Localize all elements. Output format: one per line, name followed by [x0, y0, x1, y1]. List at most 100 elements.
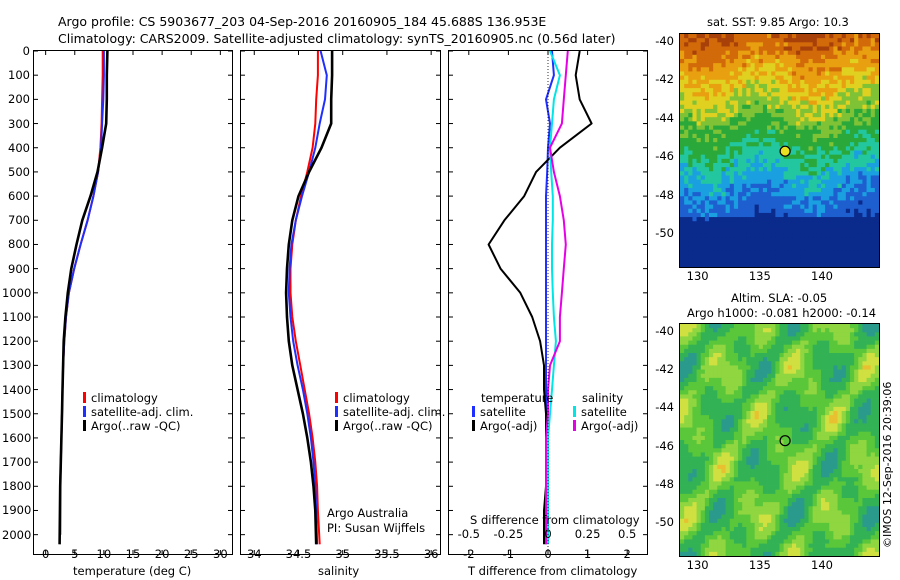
map-cell — [758, 88, 764, 93]
map-cell — [767, 129, 772, 135]
map-cell — [704, 162, 710, 168]
map-cell — [783, 221, 789, 226]
map-cell — [717, 233, 722, 239]
map-cell — [746, 221, 751, 226]
map-cell — [849, 431, 855, 437]
map-cell — [874, 361, 879, 366]
map-cell — [833, 167, 838, 172]
map-cell — [837, 340, 843, 346]
map-cell — [717, 187, 722, 193]
map-cell — [696, 411, 702, 416]
map-cell — [816, 88, 822, 93]
map-cell — [767, 196, 772, 201]
map-cell — [771, 204, 776, 210]
map-cell — [812, 361, 818, 366]
map-cell — [717, 353, 722, 358]
map-cell — [717, 79, 722, 85]
map-cell — [746, 146, 751, 151]
map-cell — [825, 208, 830, 214]
map-cell — [721, 92, 727, 97]
map-cell — [700, 146, 706, 151]
map-cell — [791, 67, 797, 72]
map-cell — [684, 229, 689, 235]
map-cell — [767, 448, 772, 453]
map-cell — [700, 58, 706, 64]
map-cell — [812, 477, 818, 482]
map-cell — [866, 54, 872, 60]
map-cell — [849, 452, 855, 457]
map-cell — [837, 444, 843, 449]
map-cell — [692, 406, 697, 412]
map-cell — [866, 460, 872, 466]
map-cell — [825, 225, 830, 230]
map-cell — [692, 382, 697, 387]
map-cell — [837, 108, 843, 114]
map-cell — [845, 79, 851, 85]
map-cell — [713, 435, 718, 441]
map-cell — [696, 423, 702, 428]
map-cell — [829, 171, 834, 176]
map-cell — [692, 423, 697, 428]
map-cell — [854, 58, 859, 64]
map-cell — [812, 398, 818, 404]
map-cell — [787, 456, 793, 462]
map-cell — [733, 344, 739, 350]
map-cell — [808, 229, 814, 235]
map-cell — [854, 332, 859, 337]
map-cell — [733, 431, 739, 437]
map-cell — [684, 262, 689, 267]
map-cell — [779, 79, 785, 85]
map-cell — [692, 58, 697, 64]
map-cell — [800, 196, 805, 201]
map-cell — [783, 394, 789, 399]
map-cell — [820, 373, 826, 379]
map-cell — [754, 63, 760, 68]
map-cell — [692, 369, 697, 375]
map-cell — [713, 246, 718, 251]
map-cell — [775, 187, 780, 193]
map-cell — [862, 456, 867, 462]
map-cell — [742, 229, 747, 235]
map-cell — [870, 171, 876, 176]
map-cell — [841, 489, 847, 495]
map-cell — [762, 217, 768, 222]
map-cell — [791, 138, 797, 143]
map-cell — [829, 448, 834, 453]
map-cell — [767, 394, 772, 399]
map-cell — [796, 456, 801, 462]
map-cell — [684, 196, 689, 201]
map-cell — [746, 46, 751, 52]
map-cell — [704, 133, 710, 139]
map-cell — [762, 204, 768, 210]
map-cell — [845, 212, 851, 218]
map-cell — [816, 344, 822, 350]
map-cell — [721, 212, 727, 218]
map-cell — [684, 485, 689, 491]
map-cell — [700, 423, 706, 428]
map-cell — [709, 357, 714, 362]
map-cell — [791, 129, 797, 135]
map-cell — [713, 217, 718, 222]
map-cell — [775, 394, 780, 399]
map-cell — [858, 58, 863, 64]
map-cell — [779, 348, 785, 354]
map-cell — [812, 167, 818, 172]
map-cell — [688, 452, 693, 457]
map-cell — [849, 58, 855, 64]
map-cell — [825, 42, 830, 47]
map-cell — [804, 456, 809, 462]
map-cell — [721, 460, 727, 466]
map-cell — [791, 117, 797, 122]
depth-tick-label: 2000 — [2, 527, 32, 542]
map-cell — [796, 448, 801, 453]
map-cell — [733, 100, 739, 106]
map-cell — [680, 460, 685, 466]
map-cell — [684, 221, 689, 226]
map-cell — [758, 411, 764, 416]
map-cell — [758, 489, 764, 495]
map-cell — [808, 336, 814, 341]
map-cell — [771, 217, 776, 222]
map-cell — [870, 477, 876, 482]
map-cell — [837, 357, 843, 362]
map-cell — [870, 154, 876, 160]
